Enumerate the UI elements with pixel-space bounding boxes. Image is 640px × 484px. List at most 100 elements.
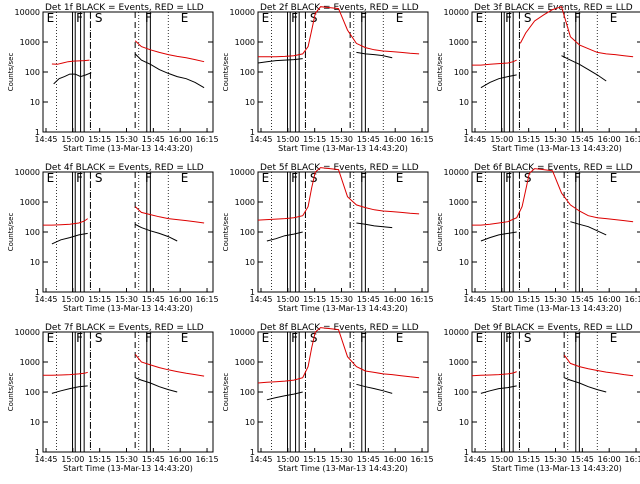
x-tick-label: 14:45 <box>34 455 57 464</box>
x-tick-label: 16:15 <box>196 455 219 464</box>
x-tick-label: 16:00 <box>169 455 192 464</box>
x-axis-label: Start Time (13-Mar-13 14:43:20) <box>63 304 193 313</box>
region-label: F <box>360 11 367 25</box>
x-tick-label: 15:45 <box>571 455 594 464</box>
x-tick-label: 16:15 <box>625 295 640 304</box>
region-label: E <box>181 11 189 25</box>
x-tick-label: 16:15 <box>411 455 434 464</box>
x-tick-label: 16:00 <box>598 295 621 304</box>
y-tick-label: 1 <box>464 448 469 457</box>
x-tick-label: 16:15 <box>196 295 219 304</box>
y-tick-label: 1 <box>464 128 469 137</box>
x-tick-label: 15:00 <box>276 295 299 304</box>
plot-frame <box>471 331 640 453</box>
x-tick-label: 16:15 <box>411 135 434 144</box>
y-tick-label: 1000 <box>20 358 40 367</box>
y-tick-label: 10000 <box>15 328 40 337</box>
x-tick-label: 15:15 <box>303 135 326 144</box>
y-tick-label: 1000 <box>235 198 255 207</box>
region-label: E <box>396 171 404 185</box>
region-label: F <box>291 11 298 25</box>
lld-series-line <box>257 167 420 221</box>
y-tick-label: 10000 <box>230 8 255 17</box>
lld-series-line <box>134 353 205 377</box>
x-tick-label: 15:30 <box>544 455 567 464</box>
region-label: S <box>310 11 318 25</box>
y-tick-label: 100 <box>240 228 255 237</box>
region-label: E <box>47 331 55 345</box>
plot-frame <box>471 171 640 293</box>
region-label: F <box>145 331 152 345</box>
y-tick-label: 100 <box>240 388 255 397</box>
x-tick-label: 14:45 <box>463 455 486 464</box>
y-tick-label: 10 <box>459 418 469 427</box>
events-series-line <box>570 221 607 236</box>
panel-title: Det 3f BLACK = Events, RED = LLD <box>474 3 633 13</box>
region-label: E <box>181 331 189 345</box>
y-tick-label: 1000 <box>449 358 469 367</box>
y-tick-label: 100 <box>25 228 40 237</box>
region-label: F <box>505 331 512 345</box>
x-tick-label: 16:15 <box>625 455 640 464</box>
lld-series-line <box>51 59 90 65</box>
lld-series-line <box>134 206 205 224</box>
x-tick-label: 15:30 <box>330 295 353 304</box>
lld-series-line <box>134 40 205 63</box>
events-series-line <box>356 51 393 59</box>
x-tick-label: 15:45 <box>571 295 594 304</box>
panel-title: Det 2f BLACK = Events, RED = LLD <box>260 3 419 13</box>
lld-series-line <box>43 371 88 376</box>
x-tick-label: 16:15 <box>625 135 640 144</box>
region-label: E <box>262 171 270 185</box>
region-label: E <box>47 11 55 25</box>
lld-series-line <box>472 168 634 226</box>
x-tick-label: 14:45 <box>249 295 272 304</box>
region-label: E <box>262 331 270 345</box>
y-tick-label: 10 <box>30 258 40 267</box>
y-tick-label: 10000 <box>15 8 40 17</box>
y-tick-label: 1 <box>250 448 255 457</box>
events-series-line <box>134 223 178 242</box>
x-tick-label: 16:00 <box>384 455 407 464</box>
events-series-line <box>480 385 517 394</box>
region-label: F <box>574 331 581 345</box>
y-axis-label: Counts/sec <box>7 373 15 412</box>
events-series-line <box>257 58 303 64</box>
y-axis-label: Counts/sec <box>436 213 444 252</box>
y-tick-label: 10000 <box>230 168 255 177</box>
region-label: E <box>476 331 484 345</box>
x-axis-label: Start Time (13-Mar-13 14:43:20) <box>278 144 408 153</box>
events-series-line <box>135 377 178 393</box>
y-tick-label: 1 <box>464 288 469 297</box>
region-label: F <box>360 331 367 345</box>
plot-frame <box>42 171 214 293</box>
region-label: F <box>505 171 512 185</box>
y-tick-label: 10 <box>245 98 255 107</box>
y-tick-label: 1000 <box>235 358 255 367</box>
x-tick-label: 15:45 <box>142 455 165 464</box>
events-series-line <box>356 383 393 394</box>
panel-title: Det 1f BLACK = Events, RED = LLD <box>45 3 204 13</box>
x-tick-label: 15:00 <box>61 455 84 464</box>
region-label: E <box>610 171 618 185</box>
x-tick-label: 14:45 <box>249 455 272 464</box>
x-tick-label: 16:15 <box>196 135 219 144</box>
plot-frame <box>257 171 429 293</box>
y-tick-label: 10 <box>459 258 469 267</box>
panel-title: Det 4f BLACK = Events, RED = LLD <box>45 163 204 173</box>
plot-frame <box>257 11 429 133</box>
y-tick-label: 1 <box>35 448 40 457</box>
y-tick-label: 10 <box>459 98 469 107</box>
x-tick-label: 15:00 <box>276 135 299 144</box>
x-tick-label: 15:30 <box>544 135 567 144</box>
panel-title: Det 8f BLACK = Events, RED = LLD <box>260 323 419 333</box>
x-tick-label: 14:45 <box>34 135 57 144</box>
region-label: F <box>76 171 83 185</box>
